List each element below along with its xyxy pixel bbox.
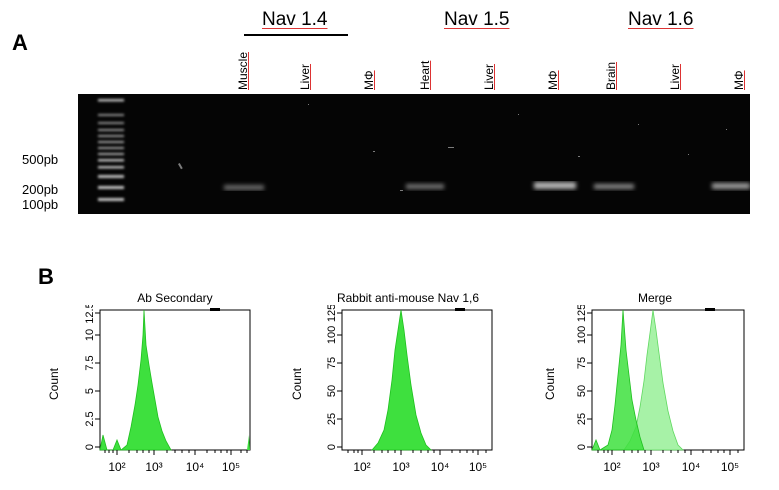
hist2-ytick: 125 (326, 305, 338, 322)
band-heart (406, 184, 444, 189)
band-macrophage-nav16 (712, 183, 750, 189)
merge-overlay-series (623, 309, 684, 451)
group-label-nav15: Nav 1.5 (444, 9, 510, 30)
hist2-ytick: 50 (326, 385, 338, 397)
size-marker-100: 100pb (22, 197, 59, 212)
hist3-ytick: 100 (576, 326, 588, 344)
lane-label-heart: Heart (418, 60, 432, 90)
group-label-nav14: Nav 1.4 (262, 9, 328, 30)
lane-label-liver: Liver (668, 63, 682, 90)
hist2-xtick: 10² (353, 460, 370, 474)
hist3-ytick: 25 (576, 413, 588, 425)
hist1-xtick: 10² (108, 460, 125, 474)
panel-a-letter: A (12, 30, 28, 55)
ladder-lane (98, 99, 124, 201)
hist2-ytick: 0 (326, 444, 338, 450)
hist3-ytick: 75 (576, 357, 588, 369)
merge-secondary-series (591, 309, 645, 451)
hist1-ytick: 7.5 (84, 355, 96, 370)
hist1-title: Ab Secondary (137, 291, 213, 305)
group-label-nav16: Nav 1.6 (628, 9, 694, 30)
size-marker-500: 500pb (22, 152, 59, 167)
hist3-xtick: 10² (603, 460, 620, 474)
hist3-ytick: 0 (576, 444, 588, 450)
hist3-xtick: 10³ (642, 460, 659, 474)
hist2-xtick: 10⁵ (469, 460, 487, 474)
histogram-ab-secondary: 0 2.5 5 7.5 10 12.5 10² 10³ 10⁴ 10⁵ (55, 302, 260, 485)
band-macrophage-nav15 (534, 182, 576, 189)
lane-label-macrophage: MΦ (732, 70, 746, 90)
hist1-xtick: 10³ (145, 460, 162, 474)
hist3-ytick: 125 (576, 305, 588, 322)
hist2-ytick: 100 (326, 326, 338, 344)
histogram-merge: 0 25 50 75 100 125 10² 10³ 10⁴ 10⁵ (552, 304, 762, 485)
hist1-ytick: 2.5 (84, 411, 96, 426)
lane-label-muscle: Muscle (236, 51, 250, 90)
gel-bands (98, 99, 750, 201)
hist1-xtick: 10⁴ (186, 460, 205, 474)
histogram-rabbit-anti-mouse-nav16: 0 25 50 75 100 125 10² 10³ 10⁴ 10⁵ (298, 304, 508, 485)
band-muscle (224, 185, 264, 190)
hist2-ytick: 25 (326, 413, 338, 425)
hist1-ytick: 12.5 (84, 305, 96, 324)
hist3-ytick: 50 (576, 385, 588, 397)
band-brain (594, 184, 634, 189)
hist2-title: Rabbit anti-mouse Nav 1,6 (336, 291, 480, 305)
nav14-bar (244, 34, 348, 36)
hist3-title: Merge (637, 291, 672, 305)
lane-label-brain: Brain (604, 61, 618, 90)
lane-label-liver: Liver (298, 63, 312, 90)
hist2-xtick: 10⁴ (431, 460, 450, 474)
hist2-ytick: 75 (326, 357, 338, 369)
lane-label-macrophage: MΦ (362, 70, 376, 90)
hist3-xtick: 10⁴ (682, 460, 701, 474)
size-marker-200: 200pb (22, 182, 59, 197)
lane-label-liver: Liver (482, 63, 496, 90)
hist1-xtick: 10⁵ (222, 460, 240, 474)
agarose-gel-image (78, 94, 750, 214)
hist1-ytick: 10 (84, 329, 96, 341)
hist3-xtick: 10⁵ (721, 460, 739, 474)
panel-b-letter: B (38, 264, 54, 289)
hist2-xtick: 10³ (392, 460, 409, 474)
hist1-ytick: 0 (84, 444, 96, 450)
hist1-ytick: 5 (84, 388, 96, 394)
lane-label-macrophage: MΦ (546, 70, 560, 90)
